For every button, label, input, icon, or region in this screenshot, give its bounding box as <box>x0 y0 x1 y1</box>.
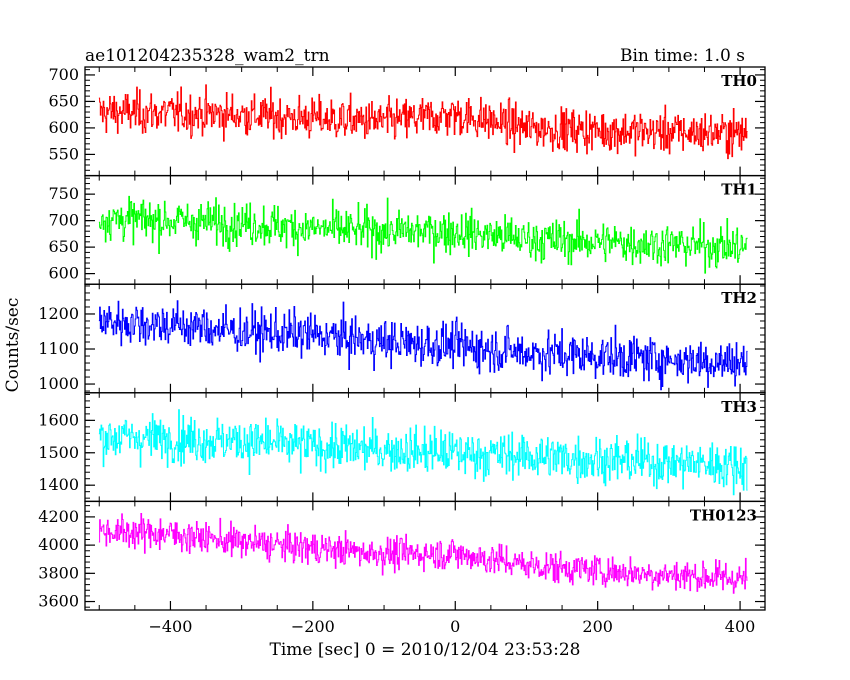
panel-label-th0: TH0 <box>721 72 757 90</box>
y-axis-title: Counts/sec <box>3 298 23 393</box>
panel-label-th2: TH2 <box>721 289 757 307</box>
x-tick-label: 0 <box>450 617 460 636</box>
y-tick-label-th0123: 3800 <box>38 563 79 582</box>
chart-title: ae101204235328_wam2_trn <box>85 46 330 66</box>
y-tick-label-th0: 700 <box>48 65 79 84</box>
ticks-layer: 550 600 650 700 TH0 600 650 700 750 TH1 1000 1100 12… <box>38 65 765 636</box>
traces-layer <box>98 84 748 594</box>
y-tick-label-th2: 1000 <box>38 374 79 393</box>
x-tick-label: 200 <box>582 617 613 636</box>
y-tick-label-th2: 1100 <box>38 339 79 358</box>
y-tick-label-th3: 1400 <box>38 475 79 494</box>
x-tick-label: −400 <box>148 617 192 636</box>
series-line-th0123 <box>98 513 748 594</box>
y-tick-label-th1: 750 <box>48 184 79 203</box>
y-tick-label-th0123: 3600 <box>38 592 79 611</box>
bin-time-label: Bin time: 1.0 s <box>620 46 745 66</box>
y-tick-label-th1: 650 <box>48 237 79 256</box>
panel-frame-th0123 <box>84 500 766 611</box>
y-tick-label-th3: 1600 <box>38 410 79 429</box>
series-line-th0 <box>98 84 748 160</box>
y-tick-label-th2: 1200 <box>38 304 79 323</box>
y-tick-label-th0123: 4000 <box>38 535 79 554</box>
panel-frames-layer <box>84 66 766 611</box>
y-tick-label-th1: 700 <box>48 211 79 230</box>
panel-label-th0123: TH0123 <box>690 506 757 524</box>
series-line-th2 <box>98 300 748 391</box>
y-tick-label-th3: 1500 <box>38 443 79 462</box>
series-line-th3 <box>98 409 748 496</box>
y-tick-label-th0: 550 <box>48 144 79 163</box>
x-tick-label: 400 <box>725 617 756 636</box>
y-tick-label-th0: 650 <box>48 91 79 110</box>
x-tick-label: −200 <box>291 617 335 636</box>
y-tick-label-th0: 600 <box>48 118 79 137</box>
y-tick-label-th1: 600 <box>48 264 79 283</box>
y-tick-label-th0123: 4200 <box>38 507 79 526</box>
x-axis-title: Time [sec] 0 = 2010/12/04 23:53:28 <box>270 640 581 660</box>
panel-label-th3: TH3 <box>721 398 757 416</box>
series-line-th1 <box>98 195 748 274</box>
panel-label-th1: TH1 <box>721 181 757 199</box>
